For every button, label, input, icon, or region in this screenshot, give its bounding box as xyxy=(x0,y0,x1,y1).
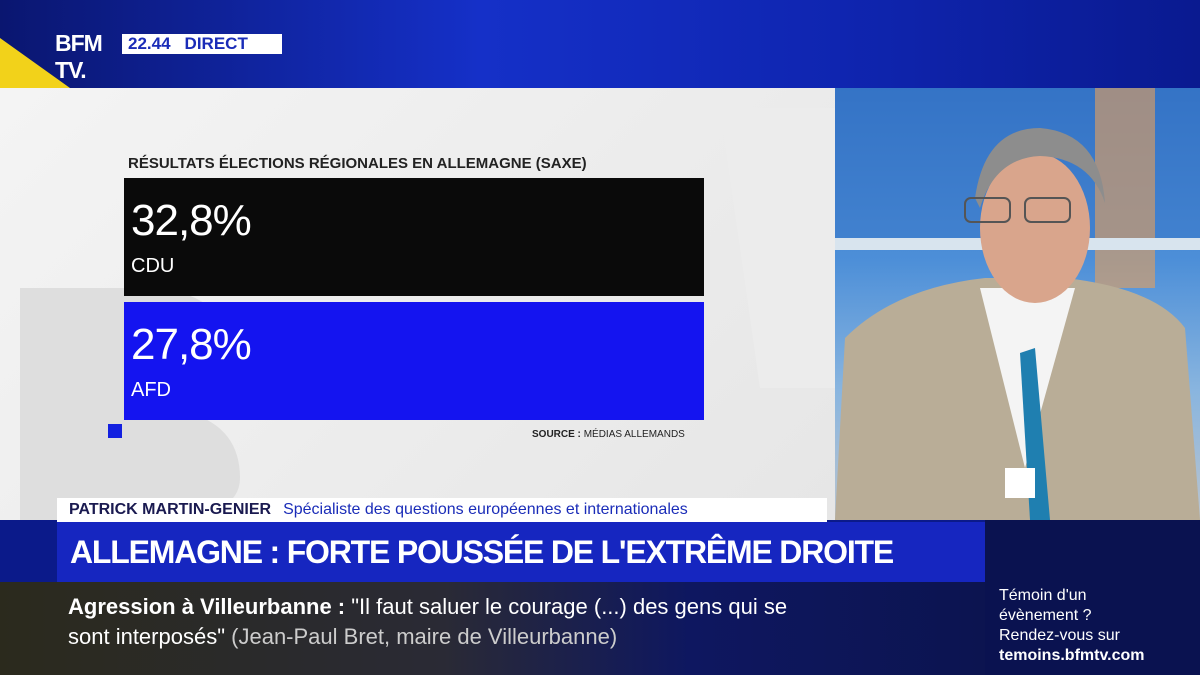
witness-panel: Témoin d'un évènement ? Rendez-vous sur … xyxy=(985,520,1200,675)
guest-name: PATRICK MARTIN-GENIER xyxy=(69,501,272,518)
source-label: SOURCE : xyxy=(532,429,581,440)
guest-role: Spécialiste des questions européennes et… xyxy=(283,501,688,518)
bar-value-label: 27,8% xyxy=(131,320,252,369)
bar-afd: 27,8% AFD xyxy=(124,302,704,420)
ticker-topic: Agression à Villeurbanne : xyxy=(68,594,346,619)
bar-value-label: 32,8% xyxy=(131,196,252,245)
witness-line-3: Rendez-vous sur xyxy=(999,627,1120,644)
witness-url[interactable]: temoins.bfmtv.com xyxy=(999,647,1145,664)
ticker-quote-2: sont interposés" xyxy=(68,624,226,649)
studio-camera-view xyxy=(835,88,1200,520)
bar-category-label: AFD xyxy=(131,379,171,401)
ticker-attribution: (Jean-Paul Bret, maire de Villeurbanne) xyxy=(231,624,618,649)
live-time-badge: 22.44 DIRECT xyxy=(122,34,282,54)
witness-line-2: évènement ? xyxy=(999,607,1092,624)
chart-source: SOURCE : MÉDIAS ALLEMANDS xyxy=(532,429,685,440)
ticker-quote-1: "Il faut saluer le courage (...) des gen… xyxy=(351,594,788,619)
chart-title: RÉSULTATS ÉLECTIONS RÉGIONALES EN ALLEMA… xyxy=(128,155,587,172)
source-text: MÉDIAS ALLEMANDS xyxy=(583,429,685,440)
bar-category-label: CDU xyxy=(131,255,175,277)
bar-cdu: 32,8% CDU xyxy=(124,178,704,296)
guest-name-bar: PATRICK MARTIN-GENIER Spécialiste des qu… xyxy=(57,498,827,522)
witness-line-1: Témoin d'un xyxy=(999,587,1087,604)
decorative-square xyxy=(108,424,122,438)
bfmtv-logo: BFM TV. xyxy=(55,30,103,83)
headline: ALLEMAGNE : FORTE POUSSÉE DE L'EXTRÊME D… xyxy=(57,522,985,582)
live-label: DIRECT xyxy=(184,34,248,53)
news-ticker: Agression à Villeurbanne : "Il faut salu… xyxy=(0,582,985,675)
yellow-corner-shape xyxy=(0,38,70,88)
clock-time: 22.44 xyxy=(128,34,171,53)
guest-image xyxy=(835,88,1200,520)
